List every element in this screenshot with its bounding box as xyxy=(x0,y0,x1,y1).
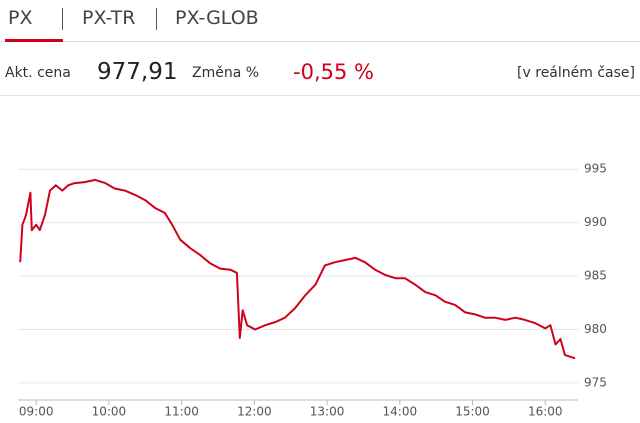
divider xyxy=(0,95,640,96)
tab[interactable]: PX-TR xyxy=(82,7,136,29)
x-tick-label: 14:00 xyxy=(383,405,418,419)
price-label: Akt. cena xyxy=(5,65,71,81)
y-tick-label: 975 xyxy=(584,375,607,389)
y-tick-label: 990 xyxy=(584,215,607,229)
price: 977,91 xyxy=(97,59,178,85)
y-tick-label: 995 xyxy=(584,162,607,176)
change: -0,55 % xyxy=(293,60,374,84)
x-tick-label: 11:00 xyxy=(164,405,199,419)
y-tick-label: 980 xyxy=(584,322,607,336)
x-tick-label: 12:00 xyxy=(237,405,272,419)
x-tick-label: 09:00 xyxy=(19,405,54,419)
tab[interactable]: PX-GLOB xyxy=(175,7,259,29)
x-tick-label: 15:00 xyxy=(455,405,490,419)
x-tick-label: 10:00 xyxy=(92,405,127,419)
tab-separator xyxy=(156,8,157,30)
x-tick-label: 13:00 xyxy=(310,405,345,419)
realtime-note: [v reálném čase] xyxy=(517,65,635,81)
price-line xyxy=(19,178,576,360)
tab-rule xyxy=(0,41,640,42)
y-tick-label: 985 xyxy=(584,269,607,283)
tab-separator xyxy=(62,8,63,30)
x-tick-label: 16:00 xyxy=(528,405,563,419)
change-label: Změna % xyxy=(192,65,260,81)
tab[interactable]: PX xyxy=(8,7,33,29)
active-tab-underline xyxy=(5,39,63,42)
